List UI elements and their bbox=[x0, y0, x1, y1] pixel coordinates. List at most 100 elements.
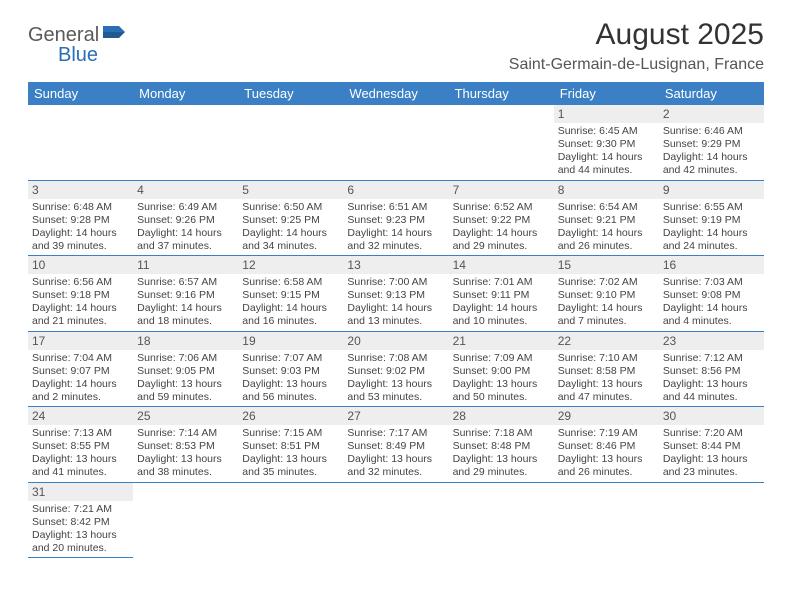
weekday-header: Sunday bbox=[28, 82, 133, 105]
calendar-week: 3Sunrise: 6:48 AMSunset: 9:28 PMDaylight… bbox=[28, 180, 764, 256]
day-details: Sunrise: 7:18 AMSunset: 8:48 PMDaylight:… bbox=[449, 425, 554, 482]
calendar-empty bbox=[133, 482, 238, 558]
calendar-empty bbox=[343, 105, 448, 180]
weekday-header: Monday bbox=[133, 82, 238, 105]
day-number: 1 bbox=[554, 105, 659, 123]
brand-part2: Blue bbox=[58, 44, 98, 67]
day-number: 9 bbox=[659, 181, 764, 199]
calendar-empty bbox=[133, 105, 238, 180]
calendar-day: 18Sunrise: 7:06 AMSunset: 9:05 PMDayligh… bbox=[133, 331, 238, 407]
day-details: Sunrise: 7:15 AMSunset: 8:51 PMDaylight:… bbox=[238, 425, 343, 482]
calendar-week: 10Sunrise: 6:56 AMSunset: 9:18 PMDayligh… bbox=[28, 256, 764, 332]
day-number: 2 bbox=[659, 105, 764, 123]
calendar-empty bbox=[554, 482, 659, 558]
day-number: 31 bbox=[28, 483, 133, 501]
weekday-header: Tuesday bbox=[238, 82, 343, 105]
day-details: Sunrise: 7:04 AMSunset: 9:07 PMDaylight:… bbox=[28, 350, 133, 407]
day-details: Sunrise: 7:03 AMSunset: 9:08 PMDaylight:… bbox=[659, 274, 764, 331]
day-details: Sunrise: 6:56 AMSunset: 9:18 PMDaylight:… bbox=[28, 274, 133, 331]
day-number: 3 bbox=[28, 181, 133, 199]
day-number: 16 bbox=[659, 256, 764, 274]
day-details: Sunrise: 7:10 AMSunset: 8:58 PMDaylight:… bbox=[554, 350, 659, 407]
calendar-day: 20Sunrise: 7:08 AMSunset: 9:02 PMDayligh… bbox=[343, 331, 448, 407]
day-number: 25 bbox=[133, 407, 238, 425]
calendar-day: 16Sunrise: 7:03 AMSunset: 9:08 PMDayligh… bbox=[659, 256, 764, 332]
calendar-day: 31Sunrise: 7:21 AMSunset: 8:42 PMDayligh… bbox=[28, 482, 133, 558]
day-details: Sunrise: 7:17 AMSunset: 8:49 PMDaylight:… bbox=[343, 425, 448, 482]
day-number: 14 bbox=[449, 256, 554, 274]
calendar-empty bbox=[343, 482, 448, 558]
calendar-day: 5Sunrise: 6:50 AMSunset: 9:25 PMDaylight… bbox=[238, 180, 343, 256]
day-details: Sunrise: 6:52 AMSunset: 9:22 PMDaylight:… bbox=[449, 199, 554, 256]
day-details: Sunrise: 6:49 AMSunset: 9:26 PMDaylight:… bbox=[133, 199, 238, 256]
day-number: 27 bbox=[343, 407, 448, 425]
calendar-day: 9Sunrise: 6:55 AMSunset: 9:19 PMDaylight… bbox=[659, 180, 764, 256]
day-number: 10 bbox=[28, 256, 133, 274]
calendar-empty bbox=[449, 482, 554, 558]
calendar-day: 11Sunrise: 6:57 AMSunset: 9:16 PMDayligh… bbox=[133, 256, 238, 332]
day-details: Sunrise: 7:07 AMSunset: 9:03 PMDaylight:… bbox=[238, 350, 343, 407]
calendar-day: 25Sunrise: 7:14 AMSunset: 8:53 PMDayligh… bbox=[133, 407, 238, 483]
day-details: Sunrise: 6:48 AMSunset: 9:28 PMDaylight:… bbox=[28, 199, 133, 256]
day-number: 15 bbox=[554, 256, 659, 274]
calendar-day: 15Sunrise: 7:02 AMSunset: 9:10 PMDayligh… bbox=[554, 256, 659, 332]
weekday-header: Wednesday bbox=[343, 82, 448, 105]
weekday-header-row: SundayMondayTuesdayWednesdayThursdayFrid… bbox=[28, 82, 764, 105]
calendar-day: 23Sunrise: 7:12 AMSunset: 8:56 PMDayligh… bbox=[659, 331, 764, 407]
day-details: Sunrise: 7:20 AMSunset: 8:44 PMDaylight:… bbox=[659, 425, 764, 482]
day-details: Sunrise: 7:06 AMSunset: 9:05 PMDaylight:… bbox=[133, 350, 238, 407]
calendar-day: 14Sunrise: 7:01 AMSunset: 9:11 PMDayligh… bbox=[449, 256, 554, 332]
calendar-empty bbox=[238, 482, 343, 558]
weekday-header: Saturday bbox=[659, 82, 764, 105]
day-details: Sunrise: 7:02 AMSunset: 9:10 PMDaylight:… bbox=[554, 274, 659, 331]
day-number: 18 bbox=[133, 332, 238, 350]
weekday-header: Friday bbox=[554, 82, 659, 105]
calendar-day: 2Sunrise: 6:46 AMSunset: 9:29 PMDaylight… bbox=[659, 105, 764, 180]
day-number: 19 bbox=[238, 332, 343, 350]
day-number: 13 bbox=[343, 256, 448, 274]
day-number: 23 bbox=[659, 332, 764, 350]
calendar-week: 17Sunrise: 7:04 AMSunset: 9:07 PMDayligh… bbox=[28, 331, 764, 407]
calendar-week: 1Sunrise: 6:45 AMSunset: 9:30 PMDaylight… bbox=[28, 105, 764, 180]
day-number: 4 bbox=[133, 181, 238, 199]
calendar-day: 3Sunrise: 6:48 AMSunset: 9:28 PMDaylight… bbox=[28, 180, 133, 256]
day-details: Sunrise: 7:14 AMSunset: 8:53 PMDaylight:… bbox=[133, 425, 238, 482]
day-number: 21 bbox=[449, 332, 554, 350]
calendar-day: 19Sunrise: 7:07 AMSunset: 9:03 PMDayligh… bbox=[238, 331, 343, 407]
day-details: Sunrise: 6:55 AMSunset: 9:19 PMDaylight:… bbox=[659, 199, 764, 256]
calendar-day: 22Sunrise: 7:10 AMSunset: 8:58 PMDayligh… bbox=[554, 331, 659, 407]
day-number: 29 bbox=[554, 407, 659, 425]
day-number: 6 bbox=[343, 181, 448, 199]
day-details: Sunrise: 6:50 AMSunset: 9:25 PMDaylight:… bbox=[238, 199, 343, 256]
calendar-empty bbox=[449, 105, 554, 180]
calendar-day: 27Sunrise: 7:17 AMSunset: 8:49 PMDayligh… bbox=[343, 407, 448, 483]
calendar-week: 24Sunrise: 7:13 AMSunset: 8:55 PMDayligh… bbox=[28, 407, 764, 483]
calendar-day: 21Sunrise: 7:09 AMSunset: 9:00 PMDayligh… bbox=[449, 331, 554, 407]
calendar-day: 8Sunrise: 6:54 AMSunset: 9:21 PMDaylight… bbox=[554, 180, 659, 256]
day-details: Sunrise: 7:19 AMSunset: 8:46 PMDaylight:… bbox=[554, 425, 659, 482]
day-details: Sunrise: 6:45 AMSunset: 9:30 PMDaylight:… bbox=[554, 123, 659, 180]
day-number: 7 bbox=[449, 181, 554, 199]
day-details: Sunrise: 6:51 AMSunset: 9:23 PMDaylight:… bbox=[343, 199, 448, 256]
day-details: Sunrise: 7:08 AMSunset: 9:02 PMDaylight:… bbox=[343, 350, 448, 407]
calendar-day: 1Sunrise: 6:45 AMSunset: 9:30 PMDaylight… bbox=[554, 105, 659, 180]
calendar-day: 7Sunrise: 6:52 AMSunset: 9:22 PMDaylight… bbox=[449, 180, 554, 256]
calendar-empty bbox=[238, 105, 343, 180]
day-number: 28 bbox=[449, 407, 554, 425]
calendar-day: 26Sunrise: 7:15 AMSunset: 8:51 PMDayligh… bbox=[238, 407, 343, 483]
calendar-day: 30Sunrise: 7:20 AMSunset: 8:44 PMDayligh… bbox=[659, 407, 764, 483]
day-number: 26 bbox=[238, 407, 343, 425]
day-number: 24 bbox=[28, 407, 133, 425]
day-details: Sunrise: 7:13 AMSunset: 8:55 PMDaylight:… bbox=[28, 425, 133, 482]
day-details: Sunrise: 6:58 AMSunset: 9:15 PMDaylight:… bbox=[238, 274, 343, 331]
calendar-day: 28Sunrise: 7:18 AMSunset: 8:48 PMDayligh… bbox=[449, 407, 554, 483]
day-number: 12 bbox=[238, 256, 343, 274]
calendar-day: 12Sunrise: 6:58 AMSunset: 9:15 PMDayligh… bbox=[238, 256, 343, 332]
calendar-day: 10Sunrise: 6:56 AMSunset: 9:18 PMDayligh… bbox=[28, 256, 133, 332]
day-number: 30 bbox=[659, 407, 764, 425]
title-block: August 2025 Saint-Germain-de-Lusignan, F… bbox=[509, 18, 764, 74]
day-number: 17 bbox=[28, 332, 133, 350]
day-details: Sunrise: 6:57 AMSunset: 9:16 PMDaylight:… bbox=[133, 274, 238, 331]
location-label: Saint-Germain-de-Lusignan, France bbox=[509, 56, 764, 74]
day-details: Sunrise: 7:09 AMSunset: 9:00 PMDaylight:… bbox=[449, 350, 554, 407]
